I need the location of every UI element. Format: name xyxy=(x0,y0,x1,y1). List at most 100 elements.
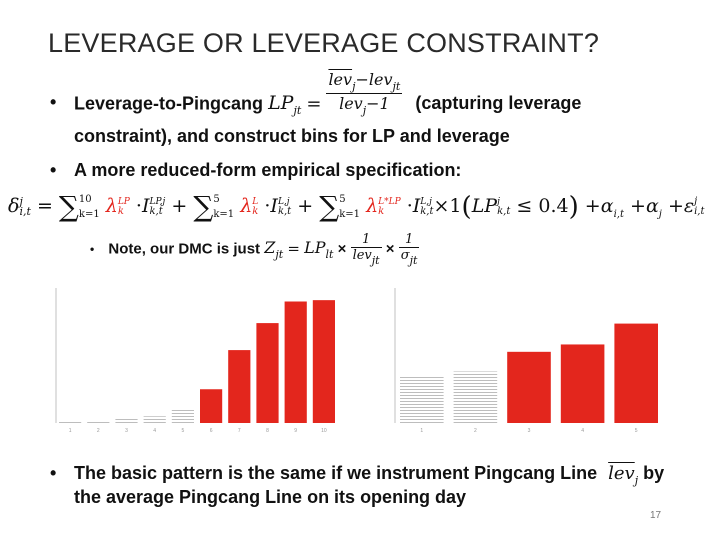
eq-indicator-llp-sup: L,j xyxy=(420,197,432,207)
eq-sum2-upper: 5 xyxy=(213,194,220,205)
note-frac1-den-sub: jt xyxy=(371,254,380,267)
slide-title: LEVERAGE OR LEVERAGE CONSTRAINT? xyxy=(48,28,600,58)
bullet-1: Leverage-to-Pingcang LPjt = levj−levjt l… xyxy=(74,70,582,118)
bullet-1-num-lev: lev xyxy=(328,70,353,89)
chart-leverage: 1 2 3 4 5 xyxy=(394,288,658,434)
note-text: Note, our DMC is just xyxy=(108,240,261,258)
bar xyxy=(171,408,194,423)
eq-sum1-upper: 10 xyxy=(78,194,92,205)
bar xyxy=(143,416,166,423)
bullet-1-line2: constraint), and construct bins for LP a… xyxy=(74,126,510,146)
chart-leverage-to-pingcang: 1 2 3 4 5 6 7 8 9 10 xyxy=(55,288,335,434)
bullet-1-num-sub2: jt xyxy=(392,80,401,93)
bar xyxy=(256,323,279,423)
bullet-3-line2: the average Pingcang Line on its opening… xyxy=(74,487,467,507)
note-line: • Note, our DMC is just Zjt = LPlt × 1 l… xyxy=(90,232,420,267)
eq-alpha-it: α xyxy=(600,195,614,217)
tick-label: 1 xyxy=(420,428,423,434)
bullet-1-lp-sub: jt xyxy=(293,104,302,118)
note-frac2-den: σ xyxy=(400,248,410,263)
bullet-1-den-lev: lev xyxy=(339,94,363,113)
tick-label: 6 xyxy=(210,428,213,434)
bullet-3-lev: lev xyxy=(608,463,635,484)
bar xyxy=(284,301,307,423)
bar xyxy=(507,351,551,423)
eq-sum3-lower: k=1 xyxy=(339,209,361,220)
bullet-dot: • xyxy=(50,160,57,180)
tick-label: 2 xyxy=(474,428,477,434)
note-fraction-2: 1 σjt xyxy=(398,232,420,267)
eq-lhs-sup: j xyxy=(19,195,23,208)
eq-alpha-j: α xyxy=(645,195,659,217)
bar xyxy=(400,376,444,423)
bullet-1-den-sub: j xyxy=(362,104,367,117)
eq-lambda-l-sup: L xyxy=(252,197,259,207)
eq-lhs-sub: i,t xyxy=(19,205,31,218)
bar xyxy=(228,350,251,423)
note-fraction-1: 1 levjt xyxy=(350,232,382,267)
eq-epsilon: ε xyxy=(683,195,695,217)
eq-cond-times: ×1 xyxy=(433,195,462,217)
eq-lambda-lp-sub: k xyxy=(117,206,124,217)
bullet-1-num-minus: −lev xyxy=(355,70,393,89)
eq-lhs: δ xyxy=(8,195,20,217)
eq-indicator-llp-sub: k,t xyxy=(420,206,434,217)
note-z: Z xyxy=(264,238,276,258)
eq-cond-lp-sup: j xyxy=(497,197,500,207)
note-frac1-num: 1 xyxy=(350,232,382,248)
eq-indicator-llp: I xyxy=(412,195,421,217)
note-frac1-den: lev xyxy=(352,248,372,263)
eq-indicator-l-sup: L,j xyxy=(277,197,290,207)
bullet-1-after: (capturing leverage xyxy=(415,93,582,114)
eq-epsilon-sup: j xyxy=(694,196,698,207)
tick-label: 5 xyxy=(182,428,185,434)
note-lp: LP xyxy=(304,238,326,258)
eq-alpha-j-sub: j xyxy=(658,209,662,220)
tick-label: 2 xyxy=(97,428,100,434)
bullet-1-text: Leverage-to-Pingcang xyxy=(74,93,264,114)
eq-cond-lp: LP xyxy=(471,195,498,217)
note-frac2-num: 1 xyxy=(398,232,420,248)
eq-lambda-llp: λ xyxy=(366,195,379,217)
tick-label: 10 xyxy=(321,428,327,434)
bar xyxy=(453,371,498,423)
eq-lambda-llp-sup: L*LP xyxy=(378,197,401,207)
tick-label: 4 xyxy=(153,428,156,434)
bullet-1-fraction: levj−levjt levj−1 xyxy=(326,70,403,117)
note-frac2-den-sub: jt xyxy=(409,254,418,267)
eq-indicator-lp: I xyxy=(141,195,150,217)
bullet-dot: • xyxy=(50,92,57,112)
eq-cond-lp-sub: k,t xyxy=(497,206,511,217)
bullet-3-after: by xyxy=(643,463,665,483)
bullet-2-text: A more reduced-form empirical specificat… xyxy=(74,160,462,180)
eq-lambda-l: λ xyxy=(240,195,253,217)
bar xyxy=(312,300,335,423)
bullet-1-num-sub1: j xyxy=(352,80,356,93)
eq-alpha-it-sub: i,t xyxy=(613,209,624,220)
bar xyxy=(200,389,223,423)
tick-label: 4 xyxy=(581,428,584,434)
note-lp-sub: lt xyxy=(325,248,334,262)
eq-cond-rel: ≤ 0.4 xyxy=(516,195,569,217)
bar xyxy=(115,418,138,423)
tick-label: 8 xyxy=(266,428,269,434)
bullet-1-den-rest: −1 xyxy=(366,94,390,113)
tick-label: 5 xyxy=(635,428,638,434)
tick-label: 3 xyxy=(125,428,128,434)
bullet-1-lp: LP xyxy=(268,92,294,115)
bar xyxy=(87,420,110,423)
bullet-dot: • xyxy=(50,463,57,483)
eq-lambda-l-sub: k xyxy=(252,206,259,217)
tick-label: 7 xyxy=(238,428,241,434)
eq-indicator-lp-sup: LP,j xyxy=(149,197,166,207)
bar xyxy=(614,323,658,423)
note-z-sub: jt xyxy=(275,248,284,262)
bullet-3-text: The basic pattern is the same if we inst… xyxy=(74,463,598,483)
eq-lambda-lp-sup: LP xyxy=(117,197,130,207)
tick-label: 3 xyxy=(528,428,531,434)
bullet-3: The basic pattern is the same if we inst… xyxy=(74,463,664,487)
tick-label: 9 xyxy=(294,428,297,434)
eq-indicator-l: I xyxy=(270,195,278,217)
eq-indicator-l-sub: k,t xyxy=(277,206,292,217)
